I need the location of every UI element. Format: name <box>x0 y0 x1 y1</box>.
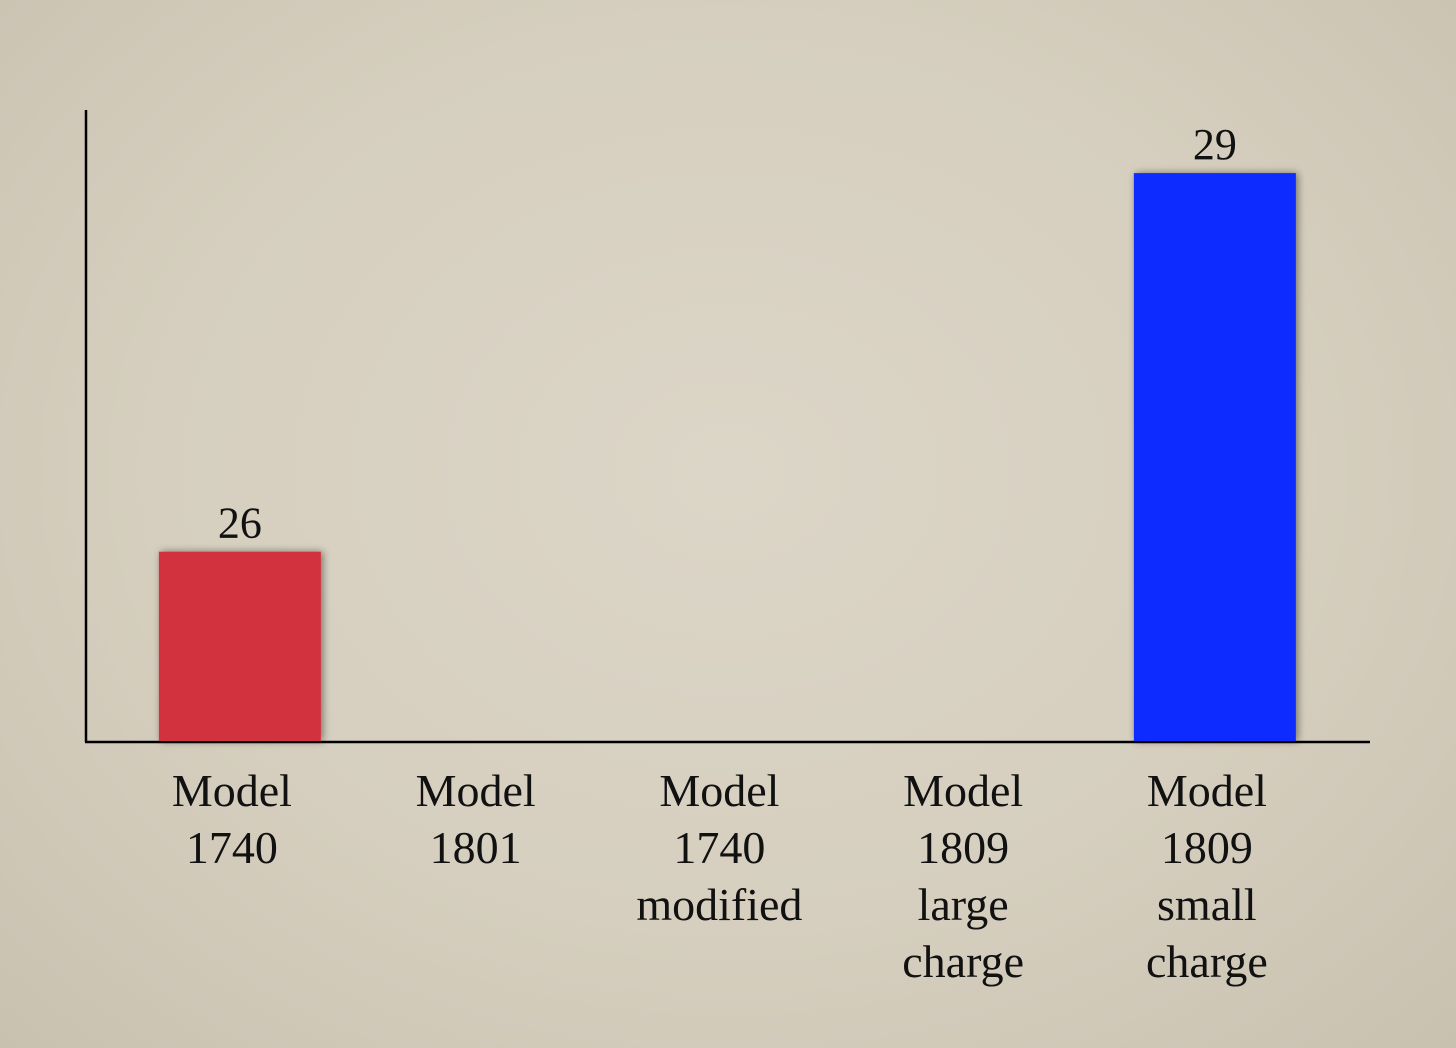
x-tick-label: Model 1801 <box>415 765 536 873</box>
x-tick-label: Model 1809 small charge <box>1146 765 1268 987</box>
value-label: 26 <box>218 499 262 548</box>
bar <box>158 551 321 741</box>
x-tick-label: Model 1740 <box>171 765 292 873</box>
x-tick-label: Model 1809 large charge <box>902 765 1024 987</box>
value-label: 29 <box>1193 120 1237 169</box>
bar <box>1133 173 1296 742</box>
x-tick-label: Model 1740 modified <box>636 765 803 930</box>
